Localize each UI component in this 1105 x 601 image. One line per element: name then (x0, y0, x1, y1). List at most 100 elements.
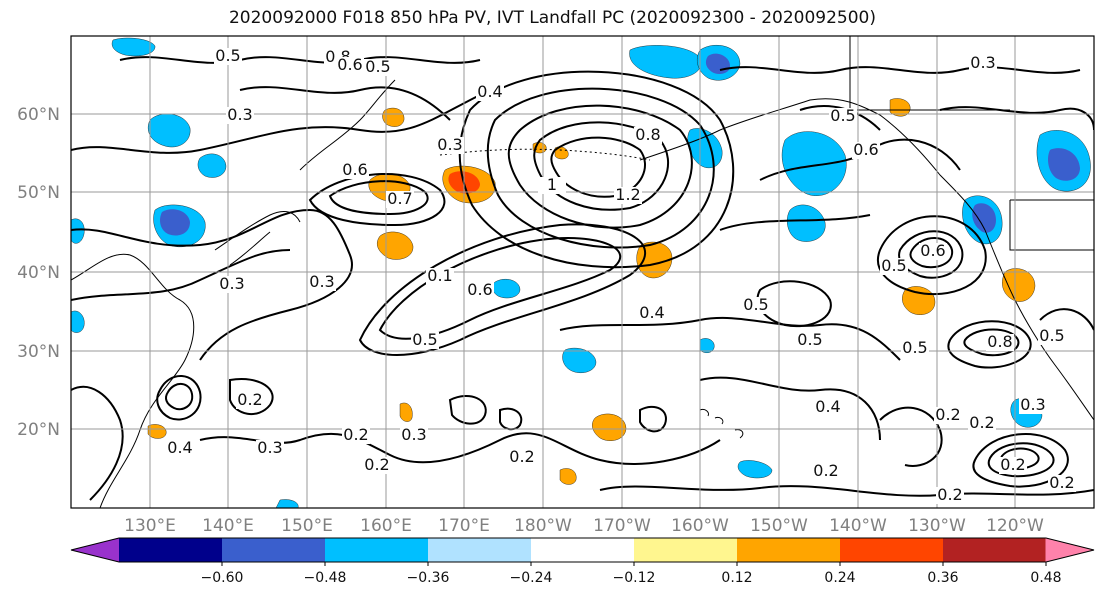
contour-label-bg (426, 268, 454, 285)
contour-label-bg (166, 440, 194, 457)
colorbar-segment (325, 538, 429, 562)
contour-label-bg (336, 57, 364, 74)
colorbar-tick-label: −0.12 (613, 570, 656, 586)
lon-tick-label: 130°E (124, 516, 176, 536)
contour-label: 0.2 (1049, 473, 1074, 492)
contour-line (328, 180, 429, 216)
pv-blob (699, 338, 715, 353)
contour-label-bg (341, 162, 369, 179)
contour-label: 0.5 (1039, 326, 1064, 345)
contour-label: 0.3 (257, 438, 282, 457)
contour-label-bg (638, 305, 666, 322)
contour-label-bg (1038, 328, 1066, 345)
contour-label: 0.2 (364, 455, 389, 474)
contour-line (719, 66, 1081, 74)
contour-line (448, 395, 487, 425)
colorbar-segment (428, 538, 532, 562)
contour-line (239, 86, 451, 121)
pv-blob (1048, 148, 1080, 181)
colorbar-tick-label: 0.12 (721, 570, 752, 586)
contour-label-bg (796, 332, 824, 349)
contour-line (533, 121, 669, 211)
contour-line (1039, 308, 1094, 331)
lat-tick-label: 20°N (17, 420, 60, 440)
contour-line (229, 378, 274, 415)
contour-label-bg (814, 399, 842, 416)
lon-tick-label: 150°E (281, 516, 333, 536)
pv-blob (972, 203, 996, 233)
contour-label-bg (386, 191, 414, 208)
contour-label: 0.6 (337, 55, 362, 74)
contour-label: 0.5 (797, 330, 822, 349)
contour-line (699, 376, 881, 441)
coastline-hawaii (699, 409, 744, 439)
colorbar-extend-min (71, 538, 120, 562)
colorbar-tick-label: 0.36 (927, 570, 958, 586)
pv-shading-negative-deep (160, 53, 1080, 236)
contour-line (458, 70, 735, 269)
pv-blob (781, 131, 847, 196)
contour-labels: 0.5 0.80.6 0.50.30.40.30.60.710.81.20.50.6… (166, 46, 1076, 504)
contour-label: 0.2 (343, 425, 368, 444)
contour-line (877, 215, 987, 296)
contour-label: 0.2 (237, 390, 262, 409)
coastline-asia (71, 253, 195, 508)
pv-blob (71, 310, 85, 333)
pv-blob (111, 37, 156, 57)
contour-label-bg (508, 449, 536, 466)
contour-label-bg (308, 274, 336, 291)
pv-blob (275, 499, 299, 508)
colorbar-labels: −0.60 −0.48 −0.36 −0.24 −0.12 0.12 0.24 0.36 0.4… (201, 562, 1062, 586)
contour-label: 0.6 (342, 160, 367, 179)
colorbar-segment (119, 538, 223, 562)
contour-label-bg (466, 282, 494, 299)
contour-label-bg (934, 407, 962, 424)
lon-tick-label: 160°E (360, 516, 412, 536)
colorbar (70, 537, 1095, 563)
contour-line (963, 328, 1020, 357)
contour-line (879, 406, 943, 467)
contour-label: 0.3 (219, 274, 244, 293)
contour-label: 0.4 (167, 438, 192, 457)
pv-blob (787, 204, 826, 242)
contour-label: 0.7 (387, 189, 412, 208)
contour-label: 0.2 (937, 485, 962, 504)
contour-line (499, 407, 523, 431)
contour-label-bg (364, 59, 392, 76)
gridlines (71, 36, 1094, 508)
contour-label: 0.2 (509, 447, 534, 466)
contour-line (972, 433, 1069, 488)
contour-label: 0.5 (830, 106, 855, 125)
colorbar-segment (222, 538, 326, 562)
coastline-us-border (1009, 199, 1094, 251)
contour-label: 0.3 (437, 135, 462, 154)
contour-label: 0.5 (902, 338, 927, 357)
contour-label-bg (968, 415, 996, 432)
colorbar-extend-max (1045, 538, 1094, 562)
contour-line (909, 237, 954, 269)
map-title: 2020092000 F018 850 hPa PV, IVT Landfall… (228, 8, 876, 28)
contour-label: 0.2 (1000, 455, 1025, 474)
contour-label: 0.5 (743, 295, 768, 314)
lon-tick-label: 150°W (750, 516, 808, 536)
contour-label-bg (538, 177, 566, 194)
lat-tick-label: 60°N (17, 105, 60, 125)
contour-label: 0.1 (427, 266, 452, 285)
contour-label-bg (218, 276, 246, 293)
colorbar-tick-label: −0.60 (201, 570, 244, 586)
pv-blob (197, 153, 227, 178)
contour-line (507, 104, 693, 229)
contour-label: 0.8 (635, 125, 660, 144)
lat-tick-label: 40°N (17, 263, 60, 283)
pv-blob (160, 209, 190, 236)
contour-label-bg (742, 297, 770, 314)
contour-label: 0.6 (853, 140, 878, 159)
contour-line (939, 106, 1094, 131)
contour-line (947, 320, 1032, 369)
contour-label-bg (236, 392, 264, 409)
contour-label: 0.3 (227, 105, 252, 124)
contour-label-bg (880, 258, 908, 275)
contour-line (486, 87, 715, 249)
lon-tick-label: 160°W (671, 516, 729, 536)
contour-label-bg (1048, 475, 1076, 492)
